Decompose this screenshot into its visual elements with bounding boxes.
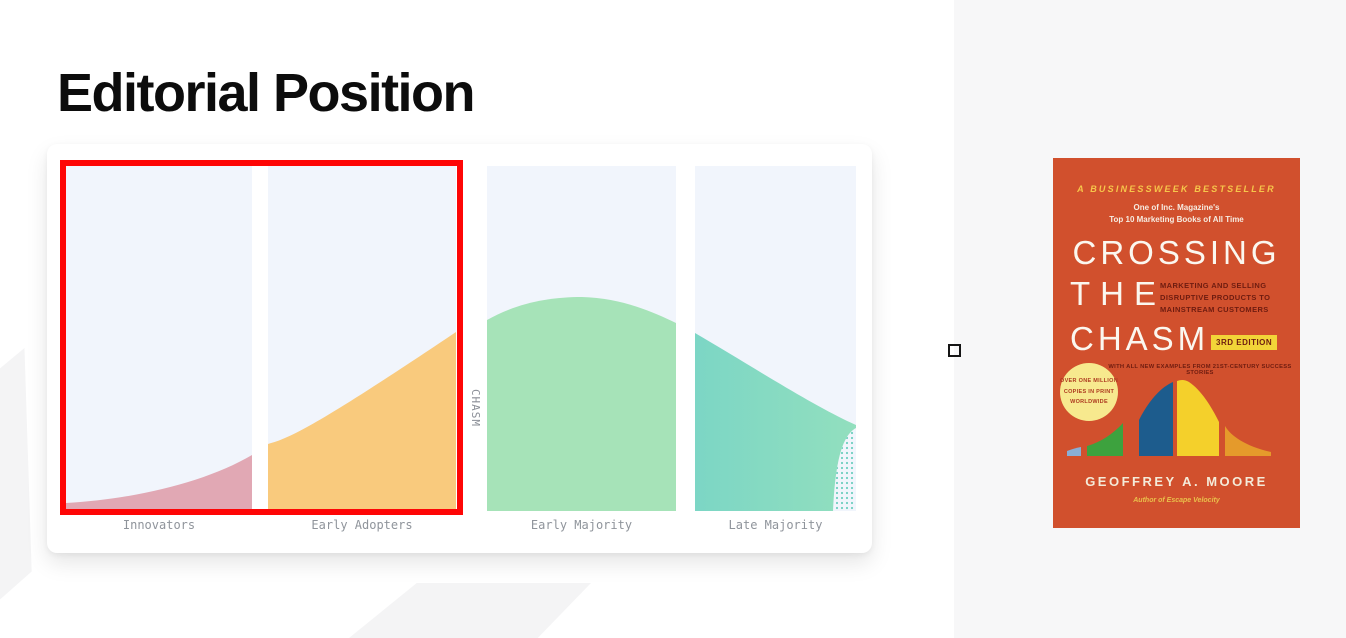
red-highlight-rectangle bbox=[60, 160, 463, 515]
segment-label-early-majority: Early Majority bbox=[530, 518, 633, 532]
segment-panel-late-majority bbox=[695, 166, 856, 511]
book-title-chasm: CHASM bbox=[1070, 320, 1210, 357]
book-title-crossing: CROSSING bbox=[1072, 234, 1281, 271]
segment-panel-innovators bbox=[66, 166, 252, 511]
book-tagline: WITH ALL NEW EXAMPLES FROM 21ST-CENTURY … bbox=[1108, 364, 1292, 376]
book-side-text: MARKETING AND SELLING DISRUPTIVE PRODUCT… bbox=[1160, 280, 1295, 316]
book-subtitle-line2: Top 10 Marketing Books of All Time bbox=[1109, 215, 1244, 224]
selection-handle-square[interactable] bbox=[948, 344, 961, 357]
book-bestseller-badge: A BUSINESSWEEK BESTSELLER bbox=[1077, 184, 1276, 194]
late-majority-curve bbox=[695, 333, 856, 511]
book-cover-crossing-the-chasm: A BUSINESSWEEK BESTSELLER One of Inc. Ma… bbox=[1053, 158, 1300, 528]
book-subtitle-line1: One of Inc. Magazine's bbox=[1133, 203, 1220, 212]
segment-panel-early-majority bbox=[487, 166, 676, 511]
segment-label-early-adopters: Early Adopters bbox=[311, 518, 413, 532]
early-adopters-curve bbox=[268, 332, 456, 511]
book-bell-curve-illustration bbox=[1067, 379, 1271, 456]
book-author-subtitle: Author of Escape Velocity bbox=[1133, 497, 1220, 504]
book-side-line3: MAINSTREAM CUSTOMERS bbox=[1160, 305, 1269, 314]
circle-line1: OVER ONE MILLION bbox=[1060, 378, 1118, 385]
book-million-copies-badge: OVER ONE MILLION COPIES IN PRINT WORLDWI… bbox=[1060, 363, 1118, 421]
early-majority-curve bbox=[487, 297, 676, 511]
circle-line2: COPIES IN PRINT bbox=[1063, 388, 1115, 395]
decorative-shape-left bbox=[0, 348, 32, 600]
book-edition-badge: 3RD EDITION bbox=[1211, 335, 1278, 350]
innovators-curve bbox=[66, 455, 252, 511]
book-side-line1: MARKETING AND SELLING bbox=[1160, 281, 1267, 290]
circle-line3: WORLDWIDE bbox=[1070, 399, 1108, 406]
book-title-the: THE bbox=[1070, 275, 1166, 312]
book-author: GEOFFREY A. MOORE bbox=[1085, 474, 1268, 489]
decorative-shape-bottom bbox=[349, 583, 591, 638]
segment-panel-early-adopters bbox=[268, 166, 456, 511]
chasm-vertical-label: CHASM bbox=[469, 388, 482, 428]
segment-label-innovators: Innovators bbox=[122, 518, 196, 532]
segment-label-late-majority: Late Majority bbox=[728, 518, 823, 532]
page-title: Editorial Position bbox=[57, 63, 476, 124]
book-side-line2: DISRUPTIVE PRODUCTS TO bbox=[1160, 293, 1271, 302]
